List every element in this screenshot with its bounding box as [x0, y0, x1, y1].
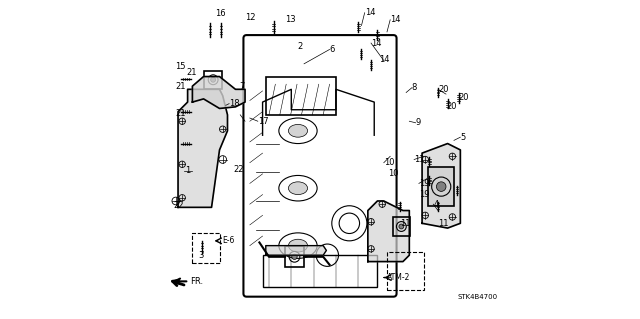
Text: 21: 21 [187, 68, 197, 77]
Polygon shape [266, 246, 326, 255]
Circle shape [292, 254, 297, 259]
Text: 17: 17 [258, 117, 268, 126]
Circle shape [211, 77, 216, 82]
Polygon shape [422, 144, 460, 228]
Text: 11: 11 [400, 219, 410, 228]
Circle shape [399, 224, 404, 229]
Text: 8: 8 [412, 83, 417, 92]
Text: 20: 20 [459, 93, 469, 102]
Text: 20: 20 [446, 102, 456, 111]
Text: 5: 5 [460, 133, 466, 142]
Circle shape [436, 182, 446, 191]
Text: 18: 18 [229, 99, 240, 108]
Text: 14: 14 [371, 39, 381, 48]
Bar [392, 217, 410, 236]
Ellipse shape [289, 182, 308, 195]
Text: 10: 10 [388, 169, 399, 178]
Bar [285, 247, 304, 267]
Bar [262, 255, 378, 287]
Text: 19: 19 [419, 190, 429, 199]
Text: 19: 19 [419, 179, 429, 188]
Text: 21: 21 [175, 109, 186, 118]
Text: 12: 12 [245, 13, 255, 22]
Text: 16: 16 [215, 9, 225, 18]
Polygon shape [193, 77, 245, 108]
Text: 14: 14 [365, 8, 375, 17]
Text: 15: 15 [175, 62, 186, 71]
Polygon shape [368, 201, 410, 262]
Bar [193, 233, 220, 263]
Text: 14: 14 [390, 15, 401, 24]
Text: 6: 6 [330, 45, 335, 54]
Text: 9: 9 [416, 118, 421, 127]
Text: 20: 20 [438, 85, 449, 94]
Ellipse shape [289, 124, 308, 137]
Text: 11: 11 [414, 155, 424, 164]
Text: 11: 11 [438, 219, 449, 228]
Text: ATM-2: ATM-2 [387, 273, 410, 282]
Text: E-6: E-6 [222, 236, 234, 245]
Text: 2: 2 [298, 42, 303, 51]
Text: 22: 22 [173, 201, 184, 210]
Bar [204, 71, 222, 88]
Ellipse shape [289, 239, 308, 252]
Text: 10: 10 [384, 158, 394, 167]
Text: FR.: FR. [190, 277, 203, 286]
Text: 4: 4 [433, 200, 438, 209]
Text: 1: 1 [186, 166, 191, 175]
Text: 14: 14 [379, 55, 390, 63]
Polygon shape [178, 89, 227, 207]
Bar [266, 77, 336, 115]
Bar [428, 167, 454, 206]
Text: 21: 21 [175, 82, 186, 91]
Text: 13: 13 [285, 15, 296, 24]
Text: 3: 3 [198, 251, 204, 260]
Text: STK4B4700: STK4B4700 [457, 294, 497, 300]
Bar [387, 252, 424, 290]
Text: 22: 22 [234, 165, 244, 174]
Text: 7: 7 [239, 82, 245, 91]
